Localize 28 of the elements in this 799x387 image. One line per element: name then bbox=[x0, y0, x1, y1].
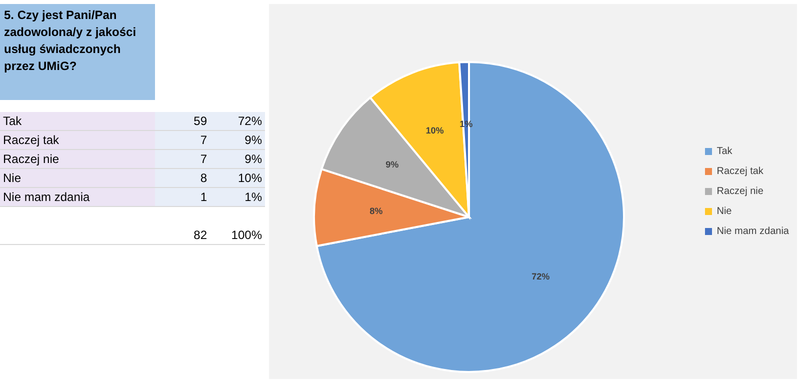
legend-label: Raczej nie bbox=[716, 186, 764, 197]
data-label: 10% bbox=[426, 126, 444, 136]
text: 9% bbox=[210, 131, 265, 150]
text: 100% bbox=[210, 226, 265, 245]
legend-label: Nie mam zdania bbox=[716, 226, 789, 237]
text: 8 bbox=[155, 169, 210, 188]
text: 9% bbox=[210, 150, 265, 169]
text: 5. Czy jest Pani/Pan zadowolona/y z jakości usług świadczonych przez UMiG? bbox=[0, 4, 155, 100]
data-label: 8% bbox=[370, 206, 383, 216]
legend-label: Tak bbox=[716, 146, 732, 157]
text: 59 bbox=[155, 112, 210, 131]
category-label: Nie mam zdania bbox=[3, 190, 90, 204]
category-label: Raczej nie bbox=[3, 152, 60, 166]
data-label: 72% bbox=[532, 271, 550, 282]
category-label: Raczej tak bbox=[3, 133, 60, 147]
text: 72% bbox=[210, 112, 265, 131]
text: 1 bbox=[155, 188, 210, 207]
legend-label: Nie bbox=[716, 206, 732, 217]
text: 7 bbox=[155, 131, 210, 150]
data-label: 9% bbox=[386, 160, 399, 170]
text: 7 bbox=[155, 150, 210, 169]
text: 10% bbox=[210, 169, 265, 188]
category-label: Nie bbox=[3, 171, 22, 185]
category-label: Tak bbox=[3, 114, 22, 128]
pie-slice bbox=[316, 61, 625, 373]
legend-label: Raczej tak bbox=[716, 166, 764, 177]
text: 82 bbox=[155, 226, 210, 245]
text: 1% bbox=[210, 188, 265, 207]
